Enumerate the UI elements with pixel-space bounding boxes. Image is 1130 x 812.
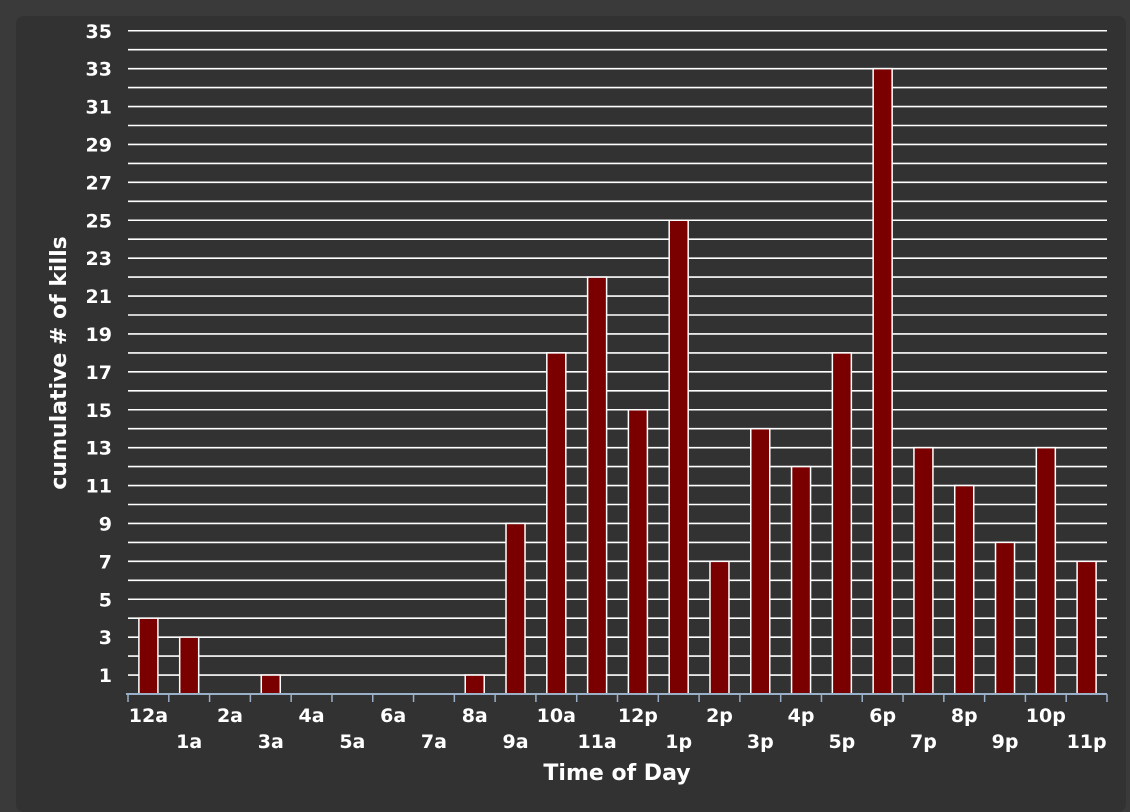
x-tick-label: 6p [869,705,896,727]
bar-3a [260,674,282,695]
bars [138,67,1097,695]
x-tick-label: 7a [421,731,447,753]
x-tick-label: 9a [502,731,528,753]
bar-5p [831,352,853,695]
chart-panel [16,16,1126,812]
bar-11a [586,276,608,695]
bar-9a [505,522,526,695]
bar-11p [1076,560,1097,695]
bar-4p [790,465,812,695]
bar-3p [750,427,771,695]
x-tick-label: 5p [828,731,855,753]
x-tick-label: 7p [910,731,937,753]
x-tick-label: 12a [129,705,168,727]
y-tick-label: 3 [99,627,112,649]
x-tick-label: 1p [665,731,692,753]
y-tick-label: 21 [86,286,112,308]
bar-8a [464,674,485,695]
x-tick-label: 5a [339,731,365,753]
y-tick-label: 19 [86,324,112,346]
x-tick-label: 4a [299,705,325,727]
bar-1a [178,636,200,695]
bar-12a [138,617,159,695]
y-tick-label: 15 [86,400,112,422]
bar-1p [668,219,689,695]
y-tick-label: 35 [86,21,112,43]
bar-12p [627,409,649,695]
grid-lines [128,29,1107,676]
x-tick-label: 4p [788,705,815,727]
bar-9p [994,541,1016,695]
y-tick-label: 31 [86,97,112,119]
x-tick-label: 2p [706,705,733,727]
bar-6p [872,67,893,695]
x-tick-label: 3p [747,731,774,753]
y-tick-label: 5 [99,589,112,611]
x-tick-label: 6a [380,705,406,727]
bar-2p [709,560,730,695]
x-tick-label: 8a [462,705,488,727]
x-tick-label: 1a [176,731,202,753]
bar-10p [1035,446,1057,695]
x-tick-label: 9p [992,731,1019,753]
y-tick-label: 17 [86,362,112,384]
y-tick-label: 33 [86,59,112,81]
x-tick-label: 8p [951,705,978,727]
y-tick-label: 27 [86,172,112,194]
y-tick-label: 13 [86,438,112,460]
bar-8p [953,484,975,695]
y-tick-label: 1 [99,665,112,687]
x-tick-label: 3a [258,731,284,753]
x-tick-label: 10a [537,705,576,727]
y-tick-label: 7 [99,551,112,573]
x-tick-label: 12p [618,705,658,727]
x-tick-label: 11p [1067,731,1107,753]
bar-7p [913,446,934,695]
x-axis [126,693,1108,702]
y-tick-label: 29 [86,134,112,156]
y-axis-title: cumulative # of kills [47,236,72,489]
y-tick-label: 23 [86,248,112,270]
x-tick-label: 2a [217,705,243,727]
x-tick-label: 11a [577,731,616,753]
y-tick-label: 25 [86,210,112,232]
y-tick-label: 9 [99,513,112,535]
x-axis-title: Time of Day [543,761,690,786]
y-tick-label: 11 [86,476,112,498]
x-tick-label: 10p [1026,705,1066,727]
bar-10a [546,352,567,695]
